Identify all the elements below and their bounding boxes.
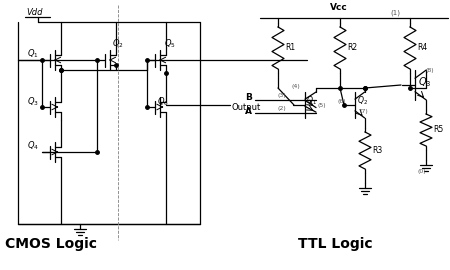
Text: (1): (1) (390, 9, 400, 15)
Text: R5: R5 (433, 126, 443, 134)
Text: R2: R2 (347, 43, 357, 52)
Text: R3: R3 (372, 146, 382, 155)
Text: (4): (4) (292, 84, 301, 89)
Text: (5): (5) (318, 103, 327, 108)
Text: $Q_3$: $Q_3$ (27, 95, 39, 107)
Text: (7): (7) (360, 109, 369, 114)
Text: (0): (0) (418, 169, 427, 174)
Text: (3): (3) (278, 93, 287, 98)
Text: (6): (6) (337, 99, 346, 104)
Text: A: A (245, 106, 252, 116)
Text: B: B (245, 93, 252, 103)
Text: $Q_1$: $Q_1$ (306, 95, 317, 107)
Text: $Q_4$: $Q_4$ (27, 140, 39, 153)
Text: $Q_2$: $Q_2$ (112, 37, 124, 49)
Text: R1: R1 (285, 43, 295, 52)
Text: $Q_2$: $Q_2$ (357, 95, 368, 107)
Text: R4: R4 (417, 43, 427, 52)
Text: Output: Output (232, 103, 261, 113)
Text: $Q_5$: $Q_5$ (164, 37, 176, 49)
Text: $Q_6$: $Q_6$ (157, 95, 169, 107)
Text: $Q_3$: $Q_3$ (418, 75, 432, 89)
Text: (2): (2) (278, 106, 287, 111)
Text: (8): (8) (425, 68, 434, 73)
Text: CMOS Logic: CMOS Logic (5, 237, 97, 251)
Text: $Q_1$: $Q_1$ (27, 48, 39, 60)
Text: TTL Logic: TTL Logic (298, 237, 373, 251)
Text: Vdd: Vdd (26, 8, 42, 17)
Text: Vcc: Vcc (330, 3, 348, 12)
